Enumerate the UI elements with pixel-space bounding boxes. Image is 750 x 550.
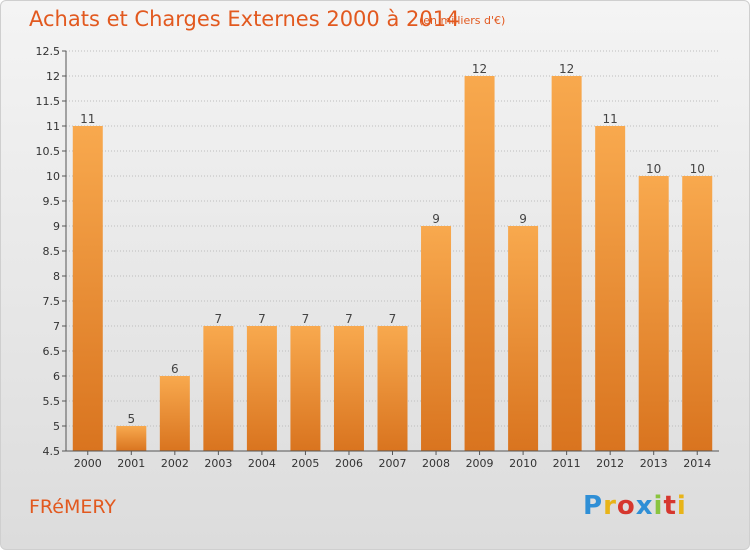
value-label: 7 <box>215 312 223 326</box>
x-tick-label: 2005 <box>291 457 319 470</box>
y-tick-label: 12 <box>46 70 60 83</box>
y-tick-label: 12.5 <box>36 45 61 58</box>
x-tick-label: 2011 <box>553 457 581 470</box>
value-label: 5 <box>127 412 135 426</box>
bar-2005[interactable] <box>290 326 321 451</box>
x-tick-label: 2013 <box>640 457 668 470</box>
proxiti-logo[interactable]: Proxiti <box>583 491 687 521</box>
commune-name: FRéMERY <box>29 496 116 518</box>
y-tick-label: 10 <box>46 170 60 183</box>
bar-2002[interactable] <box>159 376 190 451</box>
y-tick-label: 8 <box>53 270 60 283</box>
value-label: 11 <box>80 112 95 126</box>
y-tick-label: 8.5 <box>43 245 61 258</box>
y-tick-label: 5.5 <box>43 395 61 408</box>
value-label: 9 <box>519 212 527 226</box>
x-tick-label: 2008 <box>422 457 450 470</box>
bar-2009[interactable] <box>464 76 495 451</box>
value-label: 7 <box>345 312 353 326</box>
y-tick-label: 11 <box>46 120 60 133</box>
value-label: 7 <box>389 312 397 326</box>
logo-letter: t <box>663 491 677 521</box>
logo-letter: P <box>583 491 604 521</box>
x-tick-label: 2010 <box>509 457 537 470</box>
y-tick-label: 7 <box>53 320 60 333</box>
y-tick-label: 11.5 <box>36 95 61 108</box>
chart-title: Achats et Charges Externes 2000 à 2014 <box>29 7 460 31</box>
value-label: 7 <box>302 312 310 326</box>
y-tick-label: 5 <box>53 420 60 433</box>
logo-letter: i <box>676 491 687 521</box>
bar-2004[interactable] <box>246 326 277 451</box>
bar-2007[interactable] <box>377 326 408 451</box>
y-tick-label: 7.5 <box>43 295 61 308</box>
chart-subtitle: (en milliers d'€) <box>419 14 506 27</box>
x-tick-label: 2004 <box>248 457 276 470</box>
bar-2000[interactable] <box>72 126 103 451</box>
value-label: 10 <box>646 162 661 176</box>
value-label: 10 <box>690 162 705 176</box>
x-tick-label: 2014 <box>683 457 711 470</box>
x-tick-label: 2000 <box>74 457 102 470</box>
value-label: 6 <box>171 362 179 376</box>
x-tick-label: 2006 <box>335 457 363 470</box>
bar-2003[interactable] <box>203 326 234 451</box>
x-tick-label: 2009 <box>466 457 494 470</box>
logo-letter: r <box>603 491 617 521</box>
y-tick-label: 9.5 <box>43 195 61 208</box>
x-tick-label: 2002 <box>161 457 189 470</box>
y-tick-label: 6 <box>53 370 60 383</box>
x-tick-label: 2012 <box>596 457 624 470</box>
x-tick-label: 2001 <box>117 457 145 470</box>
x-tick-label: 2007 <box>379 457 407 470</box>
bar-2012[interactable] <box>595 126 626 451</box>
logo-letter: x <box>635 491 654 521</box>
value-label: 12 <box>559 62 574 76</box>
bar-2011[interactable] <box>551 76 582 451</box>
y-tick-label: 10.5 <box>36 145 61 158</box>
bar-2013[interactable] <box>638 176 669 451</box>
logo-letter: i <box>653 491 664 521</box>
x-tick-label: 2003 <box>204 457 232 470</box>
value-label: 7 <box>258 312 266 326</box>
value-label: 12 <box>472 62 487 76</box>
bar-2001[interactable] <box>116 426 147 451</box>
y-tick-label: 6.5 <box>43 345 61 358</box>
bar-2010[interactable] <box>508 226 539 451</box>
bar-2014[interactable] <box>682 176 713 451</box>
bar-2008[interactable] <box>421 226 452 451</box>
value-label: 9 <box>432 212 440 226</box>
logo-letter: o <box>616 491 636 521</box>
value-label: 11 <box>603 112 618 126</box>
bar-2006[interactable] <box>333 326 364 451</box>
y-tick-label: 4.5 <box>43 445 61 458</box>
y-tick-label: 9 <box>53 220 60 233</box>
